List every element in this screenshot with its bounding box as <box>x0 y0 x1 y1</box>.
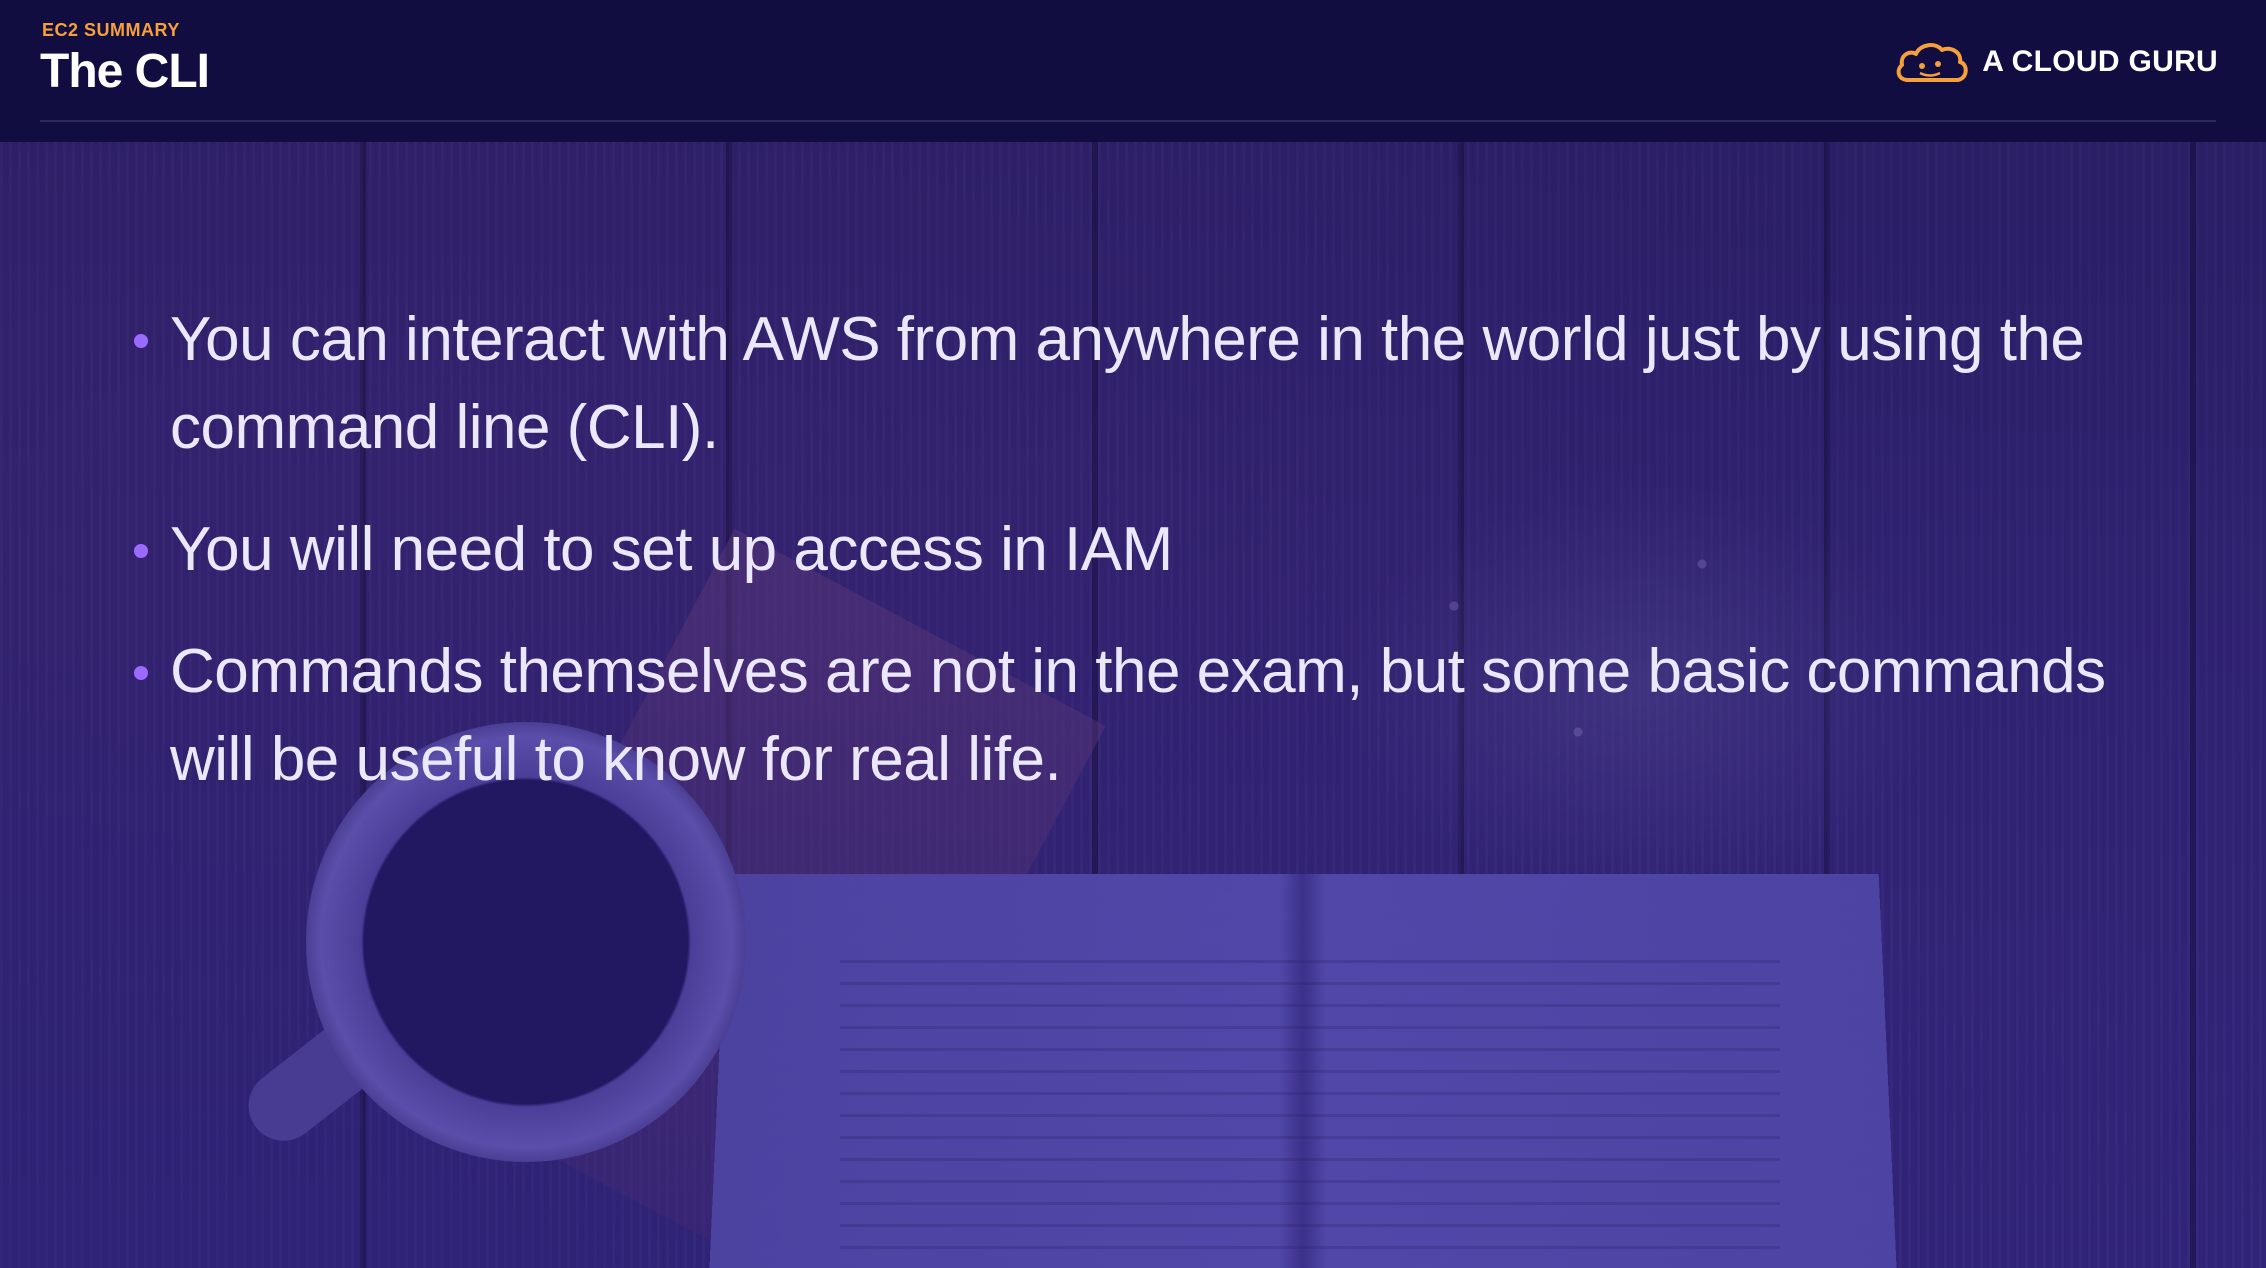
brand-logo: A CLOUD GURU <box>1894 34 2218 90</box>
bullet-item: You can interact with AWS from anywhere … <box>130 296 2190 472</box>
bullet-item: Commands themselves are not in the exam,… <box>130 628 2190 804</box>
bullet-dot-icon <box>134 334 148 348</box>
bullet-dot-icon <box>134 544 148 558</box>
bullet-item: You will need to set up access in IAM <box>130 506 2190 594</box>
slide-header: EC2 SUMMARY The CLI A CLOUD GURU <box>0 0 2266 142</box>
bullet-list: You can interact with AWS from anywhere … <box>130 296 2190 838</box>
bullet-text: Commands themselves are not in the exam,… <box>170 637 2106 794</box>
cloud-icon <box>1894 40 1970 84</box>
bullet-text: You can interact with AWS from anywhere … <box>170 305 2084 462</box>
brand-name: A CLOUD GURU <box>1982 45 2218 79</box>
header-divider <box>40 120 2216 122</box>
bullet-text: You will need to set up access in IAM <box>170 515 1173 584</box>
section-eyebrow: EC2 SUMMARY <box>42 20 180 41</box>
slide-title: The CLI <box>40 44 209 99</box>
bullet-dot-icon <box>134 666 148 680</box>
book-text-lines <box>840 960 1780 1260</box>
